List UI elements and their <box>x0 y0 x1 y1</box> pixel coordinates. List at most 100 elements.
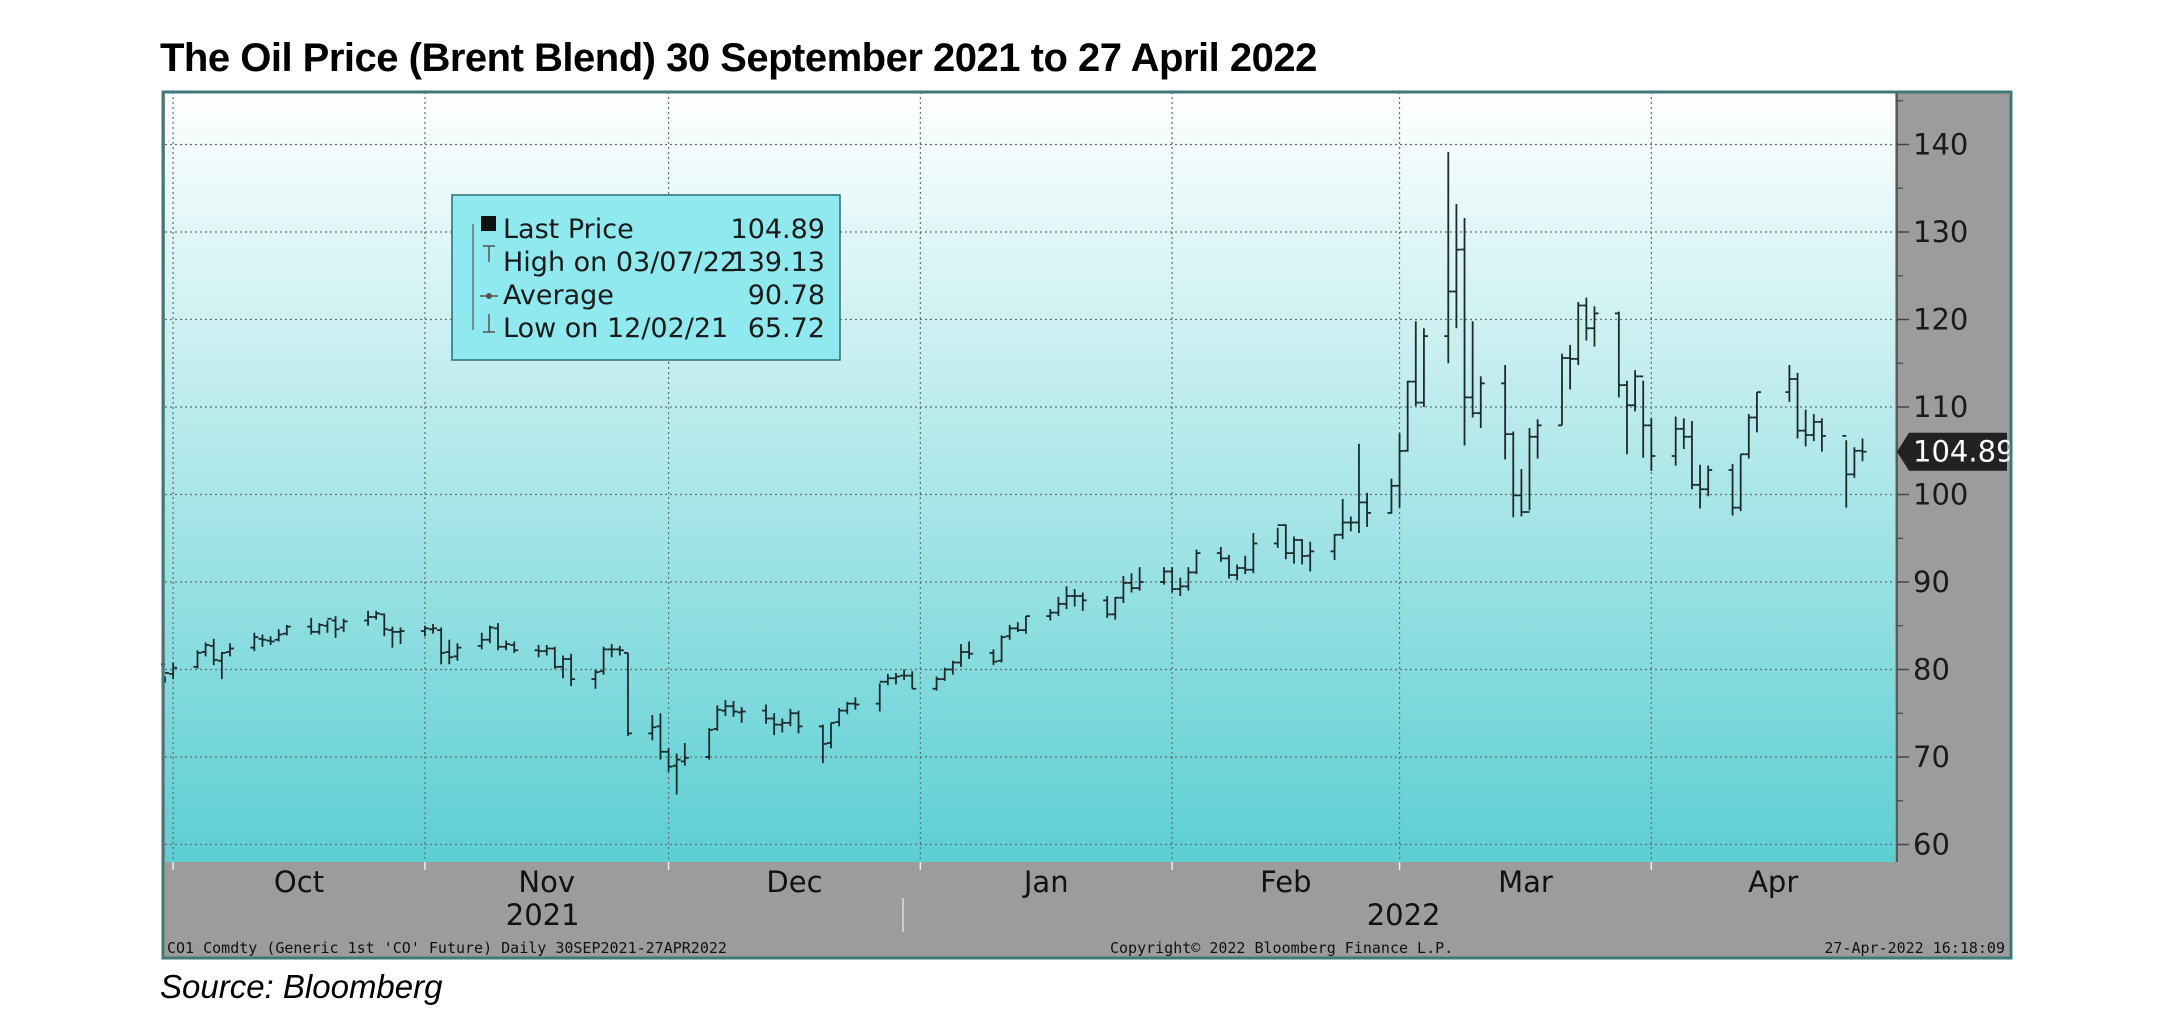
ohlc-bar <box>315 623 324 635</box>
x-axis: Oct Nov Dec Jan Feb Mar Apr 2021 2022 <box>172 862 1798 932</box>
ohlc-bar <box>372 610 381 620</box>
ohlc-bar <box>1817 418 1826 452</box>
ohlc-bar <box>250 632 259 652</box>
square-marker-icon <box>481 216 496 231</box>
ohlc-bar <box>266 636 275 645</box>
y-tick-label: 120 <box>1913 303 1968 337</box>
ohlc-bar <box>705 728 714 760</box>
ohlc-bar <box>396 627 405 645</box>
ohlc-bar <box>875 680 884 712</box>
ohlc-bar <box>1525 428 1534 513</box>
ohlc-bar <box>1403 380 1412 452</box>
ohlc-bar <box>680 743 689 766</box>
ohlc-bar <box>534 645 543 658</box>
ohlc-bar <box>713 705 722 731</box>
ohlc-bar <box>1509 431 1518 518</box>
ohlc-bar <box>1452 204 1461 329</box>
ohlc-bar <box>1647 418 1656 471</box>
ohlc-bar <box>615 645 624 656</box>
ohlc-bar <box>1168 567 1177 593</box>
ohlc-bar <box>948 660 957 675</box>
ohlc-bar <box>1533 419 1542 459</box>
ohlc-bar <box>737 707 746 723</box>
x-month-label: Dec <box>766 865 822 899</box>
ohlc-bar <box>1346 516 1355 532</box>
y-tick-label: 80 <box>1913 653 1950 687</box>
last-price-tag-shape <box>1897 432 2007 471</box>
ohlc-bar <box>786 708 795 727</box>
ohlc-bar <box>1306 541 1315 572</box>
ohlc-bar <box>1338 498 1347 540</box>
ohlc-bar <box>445 639 454 665</box>
ohlc-bar <box>1671 416 1680 466</box>
ohlc-bar <box>1444 152 1453 364</box>
legend-label-last: Last Price <box>503 214 634 245</box>
ohlc-bar <box>1687 421 1696 490</box>
ohlc-bar <box>794 710 803 734</box>
ohlc-bar <box>1468 321 1477 418</box>
ohlc-bar <box>1850 447 1859 478</box>
ohlc-bar <box>1289 536 1298 564</box>
ohlc-bar <box>1354 443 1363 533</box>
ohlc-bar <box>599 646 608 675</box>
ohlc-bar <box>201 642 210 657</box>
ohlc-bar <box>209 638 218 666</box>
ohlc-bar <box>1363 492 1372 527</box>
ohlc-bar <box>1590 306 1599 347</box>
average-dot <box>486 293 492 299</box>
ohlc-bar <box>1224 554 1233 579</box>
x-year-label: 2022 <box>1367 898 1441 932</box>
ohlc-bar <box>1184 567 1193 591</box>
ohlc-bar <box>1233 564 1242 581</box>
ohlc-bar <box>1639 375 1648 458</box>
ohlc-bar <box>1460 218 1469 446</box>
ohlc-bar <box>1614 311 1623 398</box>
legend-value-high: 139.13 <box>731 247 825 278</box>
legend-label-low: Low on 12/02/21 <box>503 313 728 344</box>
y-tick-label: 70 <box>1913 740 1950 774</box>
ohlc-bar <box>965 641 974 659</box>
ohlc-bar <box>762 704 771 724</box>
x-month-label: Apr <box>1748 865 1798 899</box>
ohlc-bar <box>932 676 941 691</box>
footer-timestamp: 27-Apr-2022 16:18:09 <box>1824 939 2005 957</box>
ohlc-bar <box>1736 453 1745 512</box>
ohlc-bar <box>997 635 1006 663</box>
ohlc-bar <box>778 718 787 733</box>
ohlc-bar <box>1809 414 1818 442</box>
x-year-label: 2021 <box>506 898 580 932</box>
chart-frame <box>161 90 2013 960</box>
ohlc-bar <box>1046 609 1055 621</box>
ohlc-bar <box>1216 547 1225 562</box>
legend-label-average: Average <box>503 280 614 311</box>
ohlc-bar <box>656 713 665 760</box>
ohlc-bar <box>453 643 462 661</box>
y-tick-label: 90 <box>1913 565 1950 599</box>
ohlc-bar <box>891 673 900 685</box>
x-month-label: Feb <box>1260 865 1311 899</box>
y-tick-label: 60 <box>1913 828 1950 862</box>
ohlc-bar <box>1298 539 1307 565</box>
ohlc-bar <box>648 715 657 741</box>
ohlc-bar <box>1119 575 1128 603</box>
ohlc-bar <box>323 617 332 633</box>
ohlc-bar <box>558 655 567 679</box>
ohlc-bar <box>1070 589 1079 607</box>
ohlc-bar <box>1574 302 1583 365</box>
chart-title: The Oil Price (Brent Blend) 30 September… <box>160 36 1317 80</box>
ohlc-bar <box>940 667 949 681</box>
ohlc-bar <box>1728 463 1737 516</box>
ohlc-bar <box>1631 370 1640 412</box>
ohlc-bar <box>1476 376 1485 428</box>
ohlc-bar <box>1241 555 1250 575</box>
ohlc-bar <box>591 669 600 689</box>
ohlc-bar <box>1249 533 1258 574</box>
x-month-label: Nov <box>518 865 575 899</box>
ohlc-bar <box>1793 372 1802 439</box>
ohlc-bar <box>1160 567 1169 585</box>
ohlc-bar <box>1273 524 1282 548</box>
ohlc-bar <box>282 624 291 636</box>
ohlc-bar <box>883 673 892 686</box>
ohlc-bar <box>1704 465 1713 497</box>
ohlc-bar <box>1054 596 1063 617</box>
